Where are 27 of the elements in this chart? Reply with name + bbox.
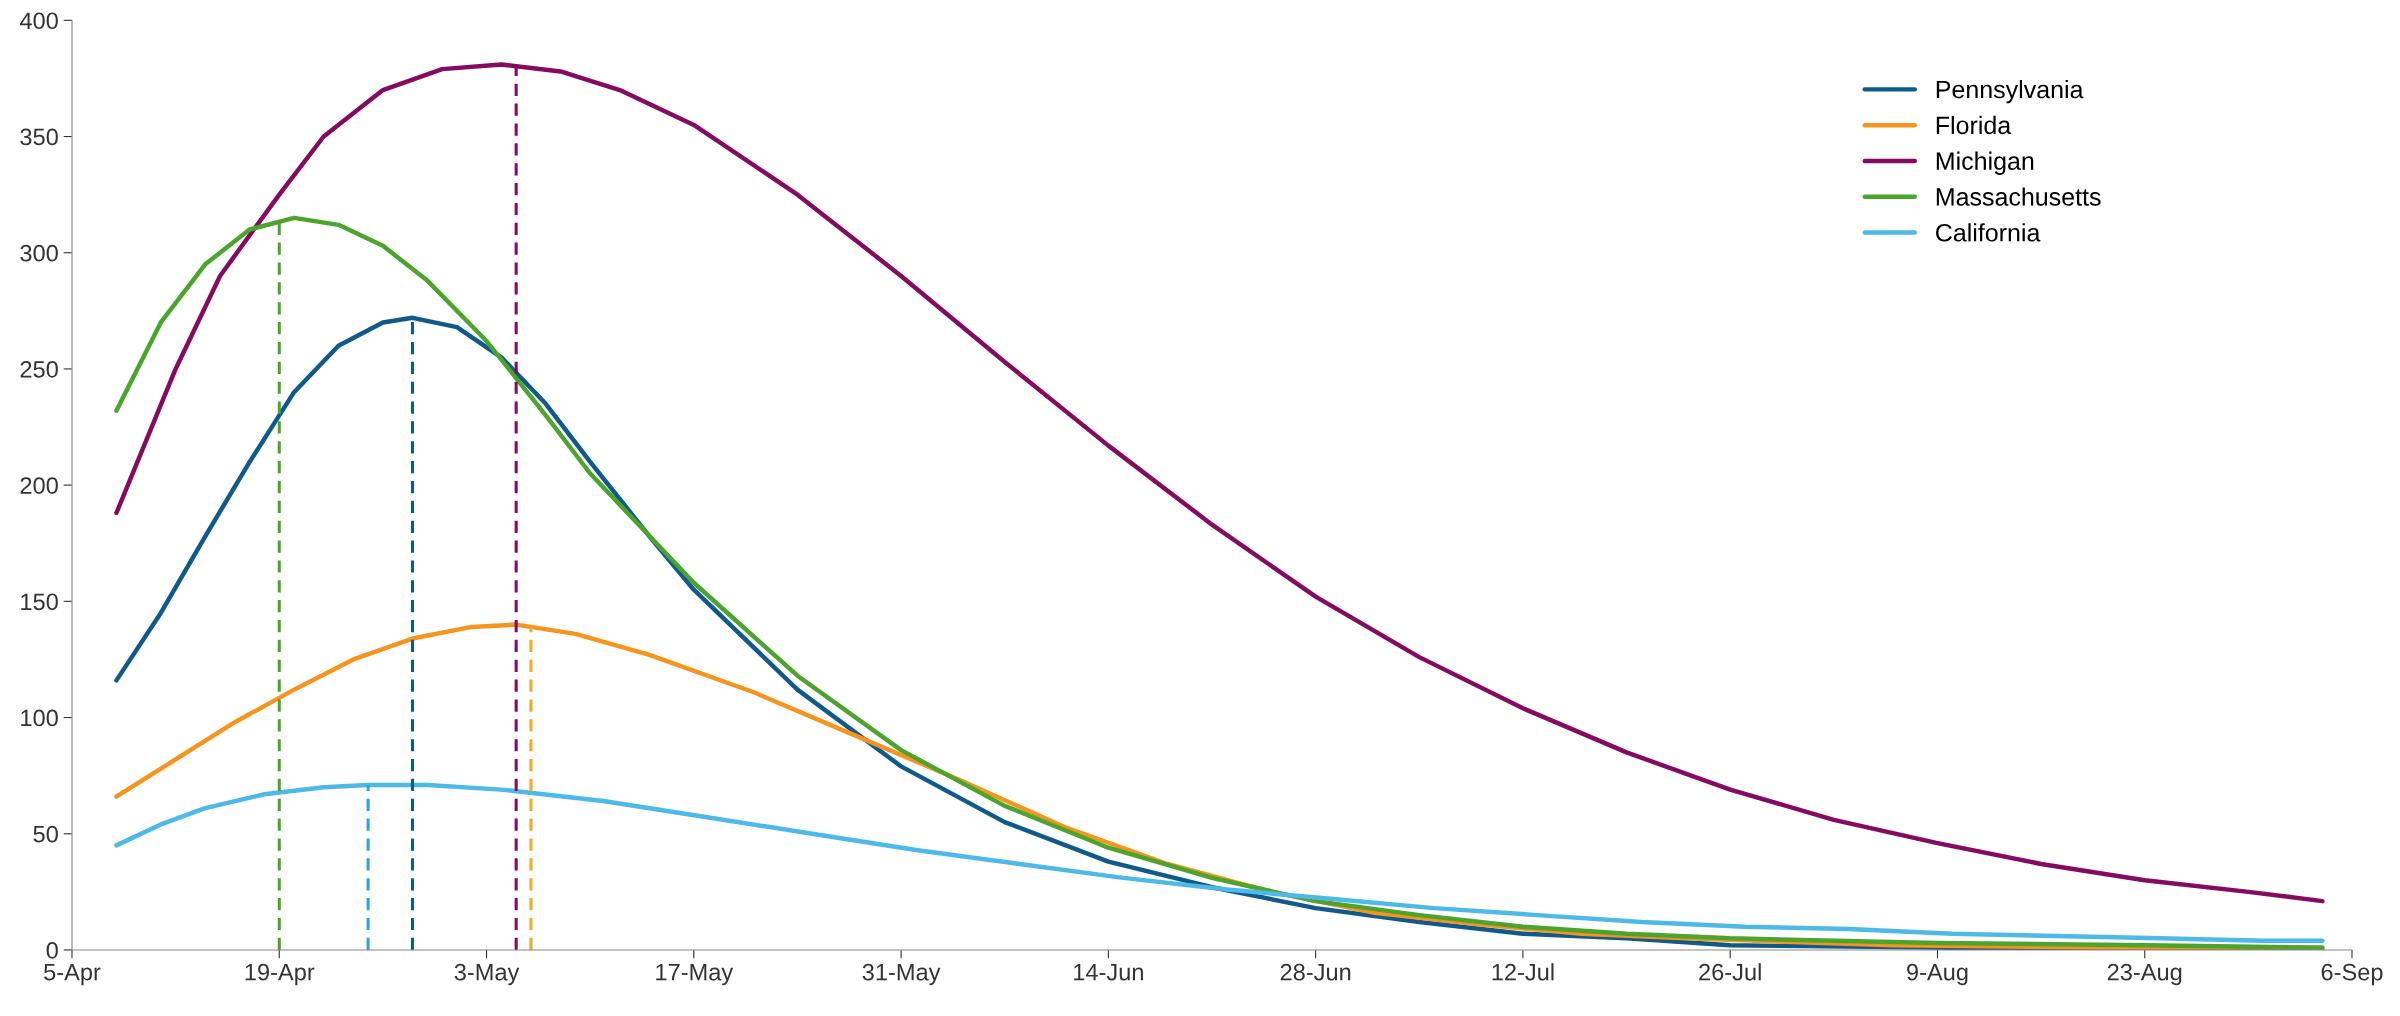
- x-tick-label: 14-Jun: [1074, 964, 1143, 981]
- x-tick-label: 28-Jun: [1280, 963, 1351, 981]
- y-tick-label: 150: [21, 593, 58, 611]
- y-tick-label: 0: [46, 942, 58, 959]
- legend-label: Florida: [1936, 115, 2012, 135]
- x-tick-label: 31-May: [862, 963, 941, 986]
- y-tick-label: 400: [19, 12, 58, 30]
- x-tick-label: 19-Apr: [245, 963, 315, 986]
- y-tick-label: 250: [20, 361, 58, 378]
- line-series: [114, 782, 2325, 943]
- legend-label: Pennsylvania: [1936, 80, 2084, 104]
- legend-label: Massachusetts: [1936, 187, 2101, 206]
- y-tick-label: 50: [33, 825, 58, 843]
- y-tick-label: 100: [21, 709, 58, 727]
- x-tick-label: 3-May: [454, 963, 520, 986]
- x-tick-label: 6-Sep: [2321, 963, 2383, 986]
- legend-label: Michigan: [1936, 151, 2034, 175]
- legend-label: California: [1936, 223, 2041, 242]
- x-tick-label: 26-Jul: [1699, 963, 1761, 981]
- x-tick-label: 23-Aug: [2107, 963, 2182, 986]
- y-tick-label: 350: [20, 128, 58, 146]
- y-tick-label: 300: [20, 244, 58, 262]
- x-tick-label: 9-Aug: [1907, 963, 1968, 986]
- x-tick-label: 5-Apr: [44, 964, 101, 986]
- y-tick-label: 200: [20, 477, 58, 494]
- x-tick-label: 17-May: [656, 964, 734, 986]
- x-tick-label: 12-Jul: [1492, 963, 1554, 981]
